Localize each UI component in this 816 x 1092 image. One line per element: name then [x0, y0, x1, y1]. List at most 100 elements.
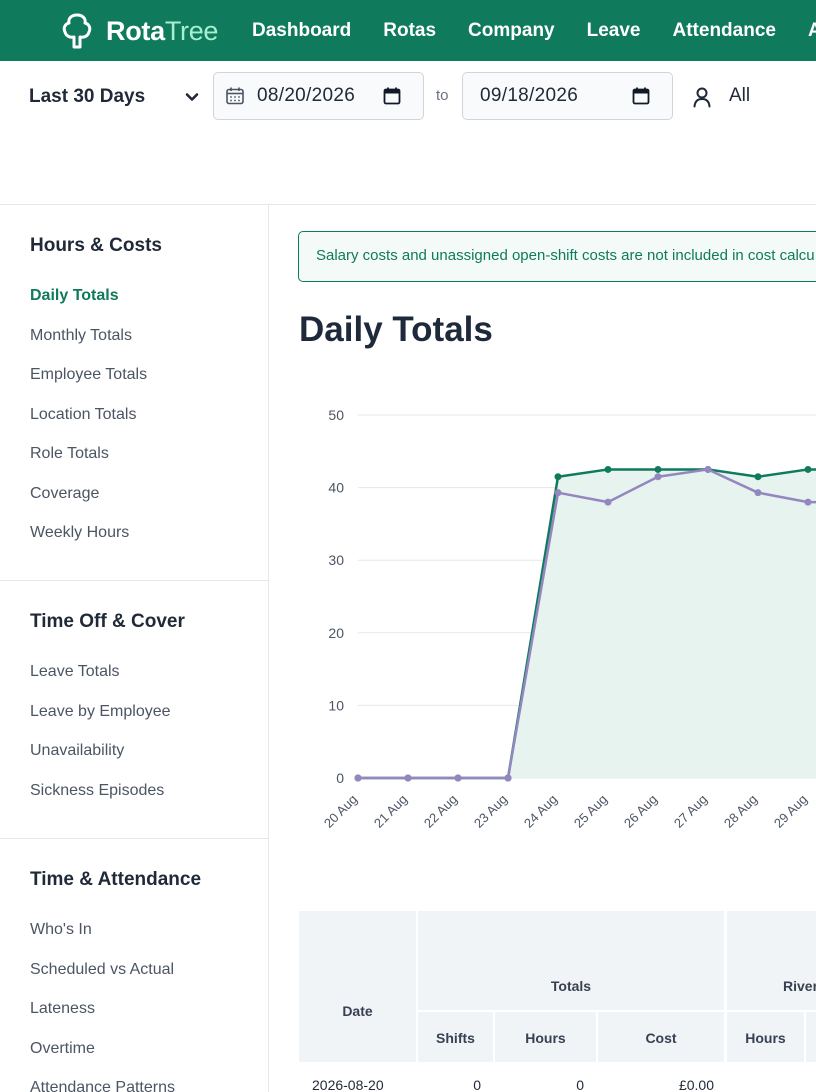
chevron-down-icon: [185, 93, 199, 101]
chart-point-series-1: [804, 465, 812, 473]
chart-x-tick-label: 25 Aug: [571, 792, 610, 831]
chart-point-series-2: [804, 498, 812, 506]
chart-x-tick-label: 27 Aug: [671, 792, 710, 831]
table-header-shifts: Shifts: [436, 1030, 475, 1046]
chart-x-tick-label: 29 Aug: [771, 792, 810, 831]
date-range-value: Last 30 Days: [29, 86, 146, 107]
chart-y-tick-label: 30: [328, 552, 344, 568]
nav-dashboard[interactable]: Dashboard: [252, 19, 352, 41]
chart-y-tick-label: 20: [328, 625, 344, 641]
table-header-hours-cell: [495, 1012, 596, 1062]
calendar-icon: [226, 87, 244, 105]
sidebar-section-title: Time & Attendance: [30, 869, 202, 890]
chart-point-series-2: [454, 774, 462, 782]
sidebar-item-attendance-patterns[interactable]: Attendance Patterns: [30, 1079, 175, 1092]
filter-bar: Last 30 Days 08/20/2026 to 09/18/2026: [0, 61, 816, 205]
chart-x-tick-label: 22 Aug: [421, 792, 460, 831]
table-header-location-group: [727, 911, 816, 1010]
chart-point-series-2: [404, 774, 412, 782]
sidebar-item-daily-totals[interactable]: Daily Totals: [30, 287, 119, 304]
date-picker-icon[interactable]: [383, 87, 401, 105]
nav-rotas[interactable]: Rotas: [383, 19, 437, 41]
sidebar-section-title: Hours & Costs: [30, 235, 162, 256]
daily-totals-chart: 0 10 20 30 40 50 20 Aug 21 Aug 22 Aug 23 Aug 24 Au…: [321, 407, 816, 831]
row-cost: £0.00: [678, 1077, 714, 1092]
table-header-location-hours: Hours: [745, 1030, 786, 1046]
cost-notice-banner: Salary costs and unassigned open-shift c…: [298, 231, 816, 282]
sidebar-item-weekly-hours[interactable]: Weekly Hours: [30, 524, 130, 541]
chart-x-tick-label: 26 Aug: [621, 792, 660, 831]
sidebar-section-title: Time Off & Cover: [30, 611, 185, 632]
chart-point-series-1: [754, 473, 762, 481]
sidebar-item-location-totals[interactable]: Location Totals: [30, 406, 137, 423]
sidebar-item-unavailability[interactable]: Unavailability: [30, 742, 125, 759]
to-date-value: 09/18/2026: [480, 85, 579, 106]
chart-x-tick-label: 23 Aug: [471, 792, 510, 831]
date-picker-icon[interactable]: [632, 87, 650, 105]
row-date: 2026-08-20: [312, 1077, 384, 1092]
top-navbar: RotaTree Dashboard Rotas Company Leave A…: [0, 0, 816, 61]
chart-point-series-2: [604, 498, 612, 506]
chart-point-series-2: [754, 489, 762, 497]
chart-point-series-1: [554, 473, 562, 481]
chart-point-series-2: [554, 489, 562, 497]
table-header-location: River: [783, 978, 816, 994]
table-header-shifts-cell: [418, 1012, 493, 1062]
chart-point-series-2: [504, 774, 512, 782]
from-date-input[interactable]: 08/20/2026: [213, 72, 424, 120]
sidebar-item-scheduled-vs-actual[interactable]: Scheduled vs Actual: [30, 961, 175, 978]
table-header-cost: Cost: [645, 1030, 677, 1046]
chart-x-tick-label: 21 Aug: [371, 792, 410, 831]
chart-area-fill: [358, 469, 816, 778]
nav-leave[interactable]: Leave: [586, 19, 641, 41]
chart-point-series-2: [354, 774, 362, 782]
chart-y-tick-label: 0: [336, 770, 344, 786]
employee-filter-value[interactable]: All: [729, 85, 751, 106]
sidebar-item-lateness[interactable]: Lateness: [30, 1000, 95, 1017]
sidebar-item-coverage[interactable]: Coverage: [30, 485, 100, 502]
from-date-value: 08/20/2026: [257, 85, 356, 106]
chart-y-tick-label: 50: [328, 407, 344, 423]
sidebar-item-role-totals[interactable]: Role Totals: [30, 445, 109, 462]
table-header-hours: Hours: [525, 1030, 566, 1046]
sidebar-item-leave-totals[interactable]: Leave Totals: [30, 663, 120, 680]
sidebar-item-whos-in[interactable]: Who's In: [30, 921, 92, 938]
chart-point-series-2: [654, 473, 662, 481]
table-header-totals: Totals: [550, 978, 592, 994]
daily-totals-table: Date Totals River Shifts Hours Cost Hour…: [299, 911, 816, 1092]
nav-availability[interactable]: Availa: [807, 19, 816, 41]
sidebar-item-overtime[interactable]: Overtime: [30, 1040, 95, 1057]
to-date-input[interactable]: 09/18/2026: [462, 72, 673, 120]
sidebar-item-sickness-episodes[interactable]: Sickness Episodes: [30, 782, 165, 799]
sidebar-item-employee-totals[interactable]: Employee Totals: [30, 366, 148, 383]
chart-point-series-1: [604, 465, 612, 473]
table-header-cost-cell: [598, 1012, 724, 1062]
nav-company[interactable]: Company: [468, 19, 555, 41]
date-range-to-label: to: [436, 87, 449, 104]
chart-point-series-1: [654, 465, 662, 473]
user-icon: [693, 87, 711, 108]
nav-attendance[interactable]: Attendance: [672, 19, 776, 41]
table-header-date-cell: [299, 911, 416, 1062]
chart-x-tick-label: 28 Aug: [721, 792, 760, 831]
brand-name: RotaTree: [106, 15, 219, 46]
sidebar-item-leave-by-employee[interactable]: Leave by Employee: [30, 703, 171, 720]
sidebar-item-monthly-totals[interactable]: Monthly Totals: [30, 327, 132, 344]
cost-notice-text: Salary costs and unassigned open-shift c…: [316, 247, 815, 264]
row-shifts: 0: [473, 1077, 481, 1092]
sidebar-section-hours-costs: Hours & Costs Daily Totals Monthly Total…: [0, 205, 269, 581]
table-header-next-cell: [806, 1012, 816, 1062]
main-nav: Dashboard Rotas Company Leave Attendance…: [236, 0, 816, 61]
page-title: Daily Totals: [299, 310, 493, 349]
chart-y-tick-label: 40: [328, 480, 344, 496]
row-hours: 0: [576, 1077, 584, 1092]
date-range-select[interactable]: Last 30 Days: [29, 85, 199, 109]
tree-logo-icon: [62, 13, 92, 49]
brand-logo[interactable]: RotaTree: [60, 12, 218, 50]
chart-y-tick-label: 10: [328, 697, 344, 713]
table-header-totals-group: [418, 911, 724, 1010]
chart-x-tick-label: 20 Aug: [321, 792, 360, 831]
table-header-date: Date: [342, 1003, 373, 1019]
sidebar-section-time-attendance: Time & Attendance Who's In Scheduled vs …: [0, 839, 269, 1092]
sidebar-section-time-off: Time Off & Cover Leave Totals Leave by E…: [0, 581, 269, 839]
